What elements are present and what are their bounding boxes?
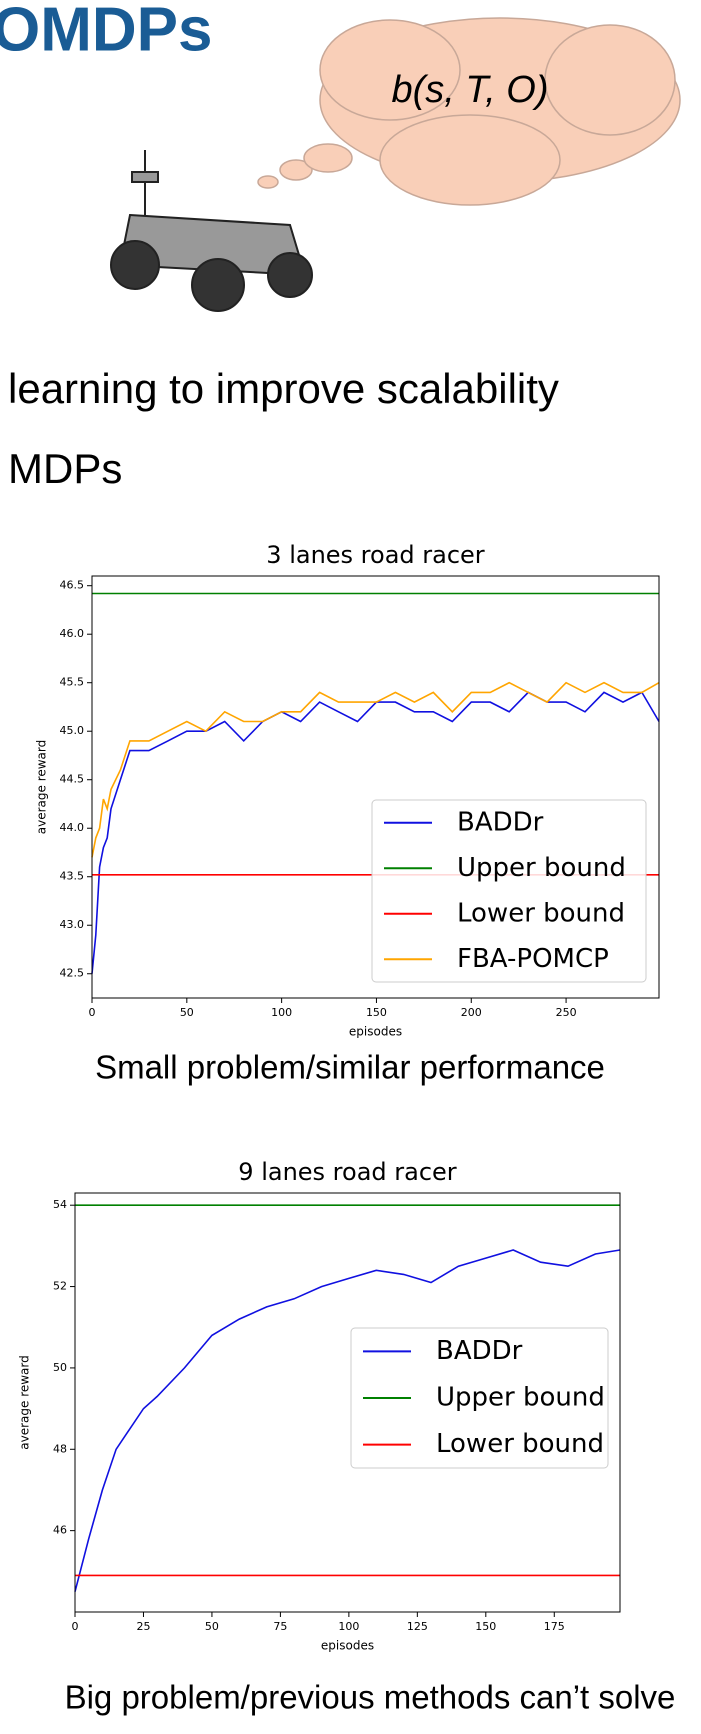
legend-label: Lower bound xyxy=(457,898,625,928)
y-tick-label: 46 xyxy=(53,1524,67,1537)
x-tick-label: 125 xyxy=(407,1620,428,1633)
y-tick-label: 42.5 xyxy=(60,967,85,980)
x-axis-label: episodes xyxy=(349,1025,402,1039)
x-tick-label: 150 xyxy=(366,1006,387,1019)
y-axis-label: average reward xyxy=(18,1355,32,1450)
x-tick-label: 100 xyxy=(271,1006,292,1019)
y-tick-label: 50 xyxy=(53,1361,67,1374)
y-tick-label: 48 xyxy=(53,1442,67,1455)
x-tick-label: 0 xyxy=(89,1006,96,1019)
rover-icon xyxy=(110,150,313,312)
x-tick-label: 250 xyxy=(556,1006,577,1019)
x-tick-label: 175 xyxy=(544,1620,565,1633)
x-axis-label: episodes xyxy=(321,1639,374,1653)
x-tick-label: 50 xyxy=(180,1006,194,1019)
legend-label: Upper bound xyxy=(436,1383,605,1413)
data-line xyxy=(74,1249,621,1592)
legend-label: Lower bound xyxy=(436,1429,604,1459)
y-tick-label: 54 xyxy=(53,1198,67,1211)
y-axis-label: average reward xyxy=(35,740,49,835)
y-tick-label: 45.5 xyxy=(60,676,85,689)
y-tick-label: 45.0 xyxy=(60,724,85,737)
x-tick-label: 50 xyxy=(205,1620,219,1633)
bullet-text: MDPs xyxy=(8,445,122,492)
plot-frame xyxy=(91,575,660,999)
thought-text: b(s, T, O) xyxy=(392,69,549,111)
legend-label: BADDr xyxy=(436,1336,523,1366)
legend-label: Upper bound xyxy=(457,853,626,883)
thought-cloud xyxy=(257,17,681,206)
plot-frame xyxy=(74,1192,621,1613)
chart-title: 9 lanes road racer xyxy=(238,1158,457,1186)
y-tick-label: 44.5 xyxy=(60,773,85,786)
x-tick-label: 75 xyxy=(273,1620,287,1633)
y-tick-label: 52 xyxy=(53,1280,67,1293)
legend-box xyxy=(371,799,647,983)
x-tick-label: 150 xyxy=(475,1620,496,1633)
chart-title: 3 lanes road racer xyxy=(266,541,485,569)
heading: OMDPs xyxy=(0,0,212,64)
x-tick-label: 100 xyxy=(338,1620,359,1633)
y-tick-label: 43.0 xyxy=(60,918,85,931)
y-tick-label: 43.5 xyxy=(60,870,85,883)
data-line xyxy=(91,691,660,974)
x-tick-label: 200 xyxy=(461,1006,482,1019)
y-tick-label: 44.0 xyxy=(60,821,85,834)
bullet-text: learning to improve scalability xyxy=(8,365,559,412)
x-tick-label: 0 xyxy=(72,1620,79,1633)
x-tick-label: 25 xyxy=(136,1620,150,1633)
y-tick-label: 46.5 xyxy=(60,579,85,592)
legend-box xyxy=(350,1327,609,1469)
legend-label: BADDr xyxy=(457,807,544,837)
y-tick-label: 46.0 xyxy=(60,627,85,640)
data-line xyxy=(91,681,660,858)
legend-label: FBA-POMCP xyxy=(457,944,609,974)
caption: Big problem/previous methods can’t solve xyxy=(65,1679,676,1716)
caption: Small problem/similar performance xyxy=(95,1049,605,1086)
